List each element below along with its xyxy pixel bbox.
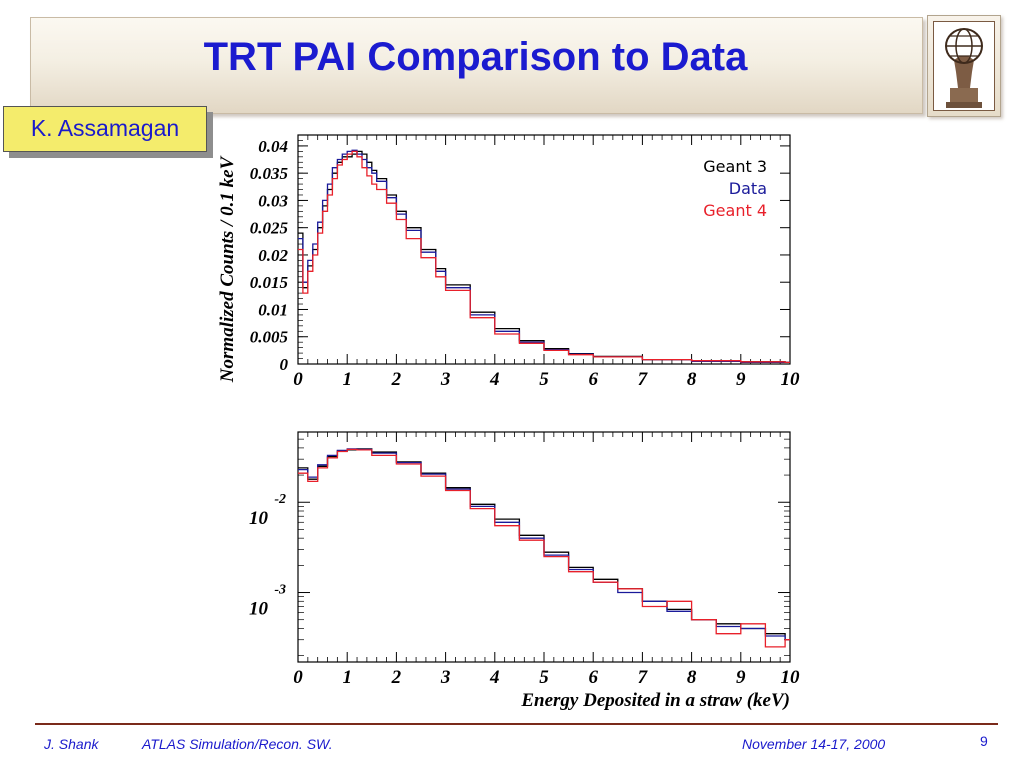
top-x-tick-label: 8 xyxy=(687,369,697,390)
bottom-x-tick-label: 7 xyxy=(638,667,649,688)
top-y-tick-label: 0.015 xyxy=(250,273,289,292)
legend-entry-geant-3: Geant 3 xyxy=(703,157,767,176)
footer-author: J. Shank xyxy=(44,736,98,752)
bottom-log-chart: 0 1 2 3 4 5 6 7 8 9 10 10 -2 10 -3 Energy Deposited in … xyxy=(249,432,800,711)
legend-entry-data: Data xyxy=(729,179,767,198)
legend-entry-geant-4: Geant 4 xyxy=(703,201,767,220)
bottom-x-tick-label: 9 xyxy=(736,667,746,688)
top-x-tick-label: 0 xyxy=(293,369,303,390)
top-y-tick-label: 0.035 xyxy=(250,164,289,183)
top-y-tick-label: 0.02 xyxy=(258,246,288,265)
top-x-tick-label: 9 xyxy=(736,369,746,390)
top-y-tick-label: 0.005 xyxy=(250,328,289,347)
footer-divider xyxy=(35,723,998,725)
bottom-x-tick-label: 6 xyxy=(588,667,598,688)
bottom-y-tick-base: 10 xyxy=(249,599,269,620)
bottom-y-tick-exponent: -3 xyxy=(274,583,286,598)
top-x-tick-label: 1 xyxy=(342,369,352,390)
top-x-tick-label: 10 xyxy=(781,369,801,390)
footer-date: November 14-17, 2000 xyxy=(742,736,885,752)
top-x-tick-label: 4 xyxy=(489,369,500,390)
bottom-x-axis-title: Energy Deposited in a straw (keV) xyxy=(520,690,790,711)
page-number: 9 xyxy=(980,733,988,749)
bottom-y-tick-base: 10 xyxy=(249,508,269,529)
top-x-tick-label: 3 xyxy=(440,369,451,390)
bottom-x-tick-label: 4 xyxy=(489,667,500,688)
bottom-x-tick-label: 8 xyxy=(687,667,697,688)
top-x-tick-label: 2 xyxy=(391,369,402,390)
top-y-axis-title: Normalized Counts / 0.1 keV xyxy=(217,155,238,383)
charts-canvas: 0 1 2 3 4 5 6 7 8 9 1000.0050.010.0150.020.0250.03… xyxy=(0,0,1024,768)
top-y-tick-label: 0.01 xyxy=(258,300,288,319)
bottom-x-tick-label: 0 xyxy=(293,667,303,688)
bottom-x-tick-label: 10 xyxy=(781,667,801,688)
top-y-tick-label: 0.03 xyxy=(258,191,288,210)
bottom-x-tick-label: 3 xyxy=(440,667,451,688)
bottom-x-tick-label: 5 xyxy=(539,667,549,688)
bottom-y-tick-exponent: -2 xyxy=(274,492,286,507)
top-y-tick-label: 0 xyxy=(280,355,289,374)
top-linear-chart: 0 1 2 3 4 5 6 7 8 9 10 0 0.005 0.01 0.015 0.02 0.025 0.03… xyxy=(217,135,800,390)
footer-project: ATLAS Simulation/Recon. SW. xyxy=(142,736,333,752)
top-x-tick-label: 6 xyxy=(588,369,598,390)
bottom-x-tick-label: 1 xyxy=(342,667,352,688)
top-y-tick-label: 0.025 xyxy=(250,219,289,238)
top-x-tick-label: 7 xyxy=(638,369,649,390)
bottom-x-tick-label: 2 xyxy=(391,667,402,688)
top-y-tick-label: 0.04 xyxy=(258,137,288,156)
top-x-tick-label: 5 xyxy=(539,369,549,390)
